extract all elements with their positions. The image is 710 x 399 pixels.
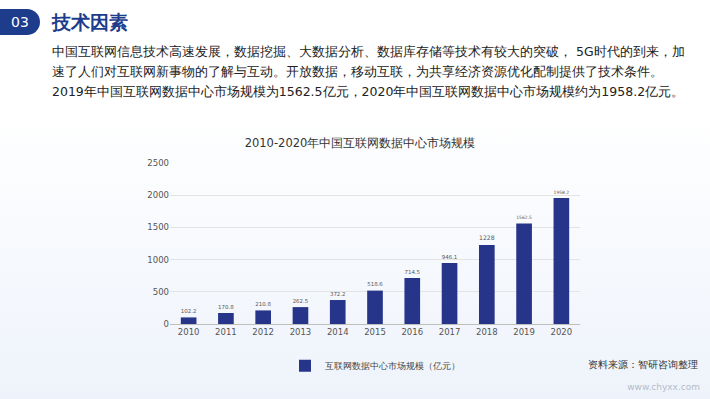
svg-text:2010: 2010 <box>178 327 200 337</box>
svg-text:2017: 2017 <box>439 327 461 337</box>
svg-text:2014: 2014 <box>327 327 349 337</box>
svg-text:2020: 2020 <box>551 327 573 337</box>
svg-text:518.6: 518.6 <box>367 281 383 287</box>
html-text:资料来源：智研咨询整理: 资料来源：智研咨询整理 <box>588 359 698 370</box>
svg-text:946.1: 946.1 <box>442 254 458 260</box>
svg-text:2015: 2015 <box>364 327 386 337</box>
svg-text:2010-2020年中国互联网数据中心市场规模: 2010-2020年中国互联网数据中心市场规模 <box>245 136 476 150</box>
svg-text:2012: 2012 <box>252 327 274 337</box>
svg-text:2018: 2018 <box>476 327 498 337</box>
svg-text:262.5: 262.5 <box>293 298 309 304</box>
svg-text:714.5: 714.5 <box>404 269 420 275</box>
svg-text:1500: 1500 <box>147 222 169 232</box>
svg-text:1228: 1228 <box>479 234 495 241</box>
html-text:技术因素: 技术因素 <box>52 11 128 33</box>
svg-text:2000: 2000 <box>147 190 169 200</box>
html-text:中国互联网信息技术高速发展，数据挖掘、大数据分析、数据库存储: 中国互联网信息技术高速发展，数据挖掘、大数据分析、数据库存储等技术有较大的突破，… <box>52 44 685 99</box>
html-text:03: 03 <box>11 14 29 30</box>
svg-text:2500: 2500 <box>147 158 169 168</box>
svg-text:0: 0 <box>164 319 169 329</box>
svg-text:500: 500 <box>153 287 169 297</box>
svg-text:102.2: 102.2 <box>181 308 197 314</box>
svg-text:1958.2: 1958.2 <box>554 190 570 195</box>
svg-text:互联网数据中心市场规模（亿元）: 互联网数据中心市场规模（亿元） <box>325 361 460 371</box>
svg-text:1000: 1000 <box>147 255 169 265</box>
svg-text:2016: 2016 <box>401 327 423 337</box>
svg-text:2011: 2011 <box>215 327 237 337</box>
html-text:www.chyxx.com: www.chyxx.com <box>627 382 700 392</box>
svg-text:2013: 2013 <box>290 327 312 337</box>
svg-text:1562.5: 1562.5 <box>516 215 532 220</box>
svg-text:372.2: 372.2 <box>330 291 346 297</box>
svg-text:210.8: 210.8 <box>255 301 271 307</box>
svg-text:2019: 2019 <box>513 327 535 337</box>
svg-text:170.8: 170.8 <box>218 304 234 310</box>
